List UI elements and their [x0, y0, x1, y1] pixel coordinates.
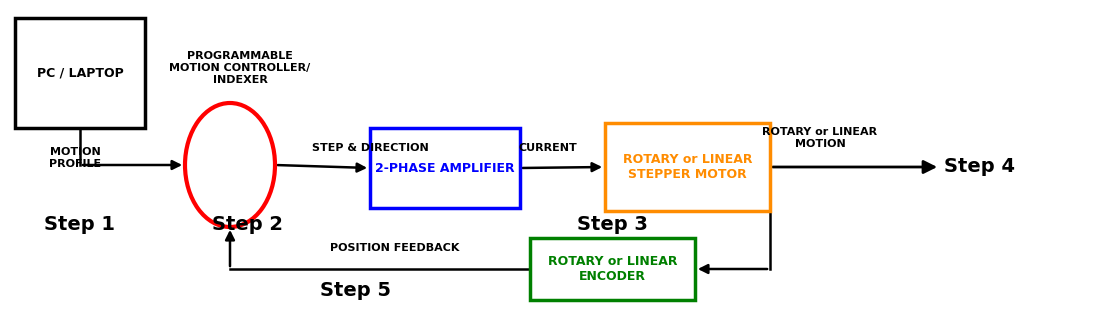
Text: POSITION FEEDBACK: POSITION FEEDBACK: [330, 243, 460, 253]
Text: Step 1: Step 1: [45, 216, 115, 234]
Ellipse shape: [184, 103, 274, 227]
FancyBboxPatch shape: [15, 18, 145, 128]
FancyBboxPatch shape: [370, 128, 520, 208]
Text: Step 4: Step 4: [944, 157, 1016, 176]
Text: ROTARY or LINEAR
STEPPER MOTOR: ROTARY or LINEAR STEPPER MOTOR: [623, 153, 752, 181]
Text: Step 3: Step 3: [576, 216, 648, 234]
Text: ROTARY or LINEAR
ENCODER: ROTARY or LINEAR ENCODER: [548, 255, 677, 283]
Text: STEP & DIRECTION: STEP & DIRECTION: [312, 143, 428, 153]
Text: PC / LAPTOP: PC / LAPTOP: [36, 66, 123, 80]
Text: MOTION
PROFILE: MOTION PROFILE: [49, 147, 101, 169]
Text: PROGRAMMABLE
MOTION CONTROLLER/
INDEXER: PROGRAMMABLE MOTION CONTROLLER/ INDEXER: [169, 52, 311, 85]
FancyBboxPatch shape: [605, 123, 770, 211]
Text: ROTARY or LINEAR
MOTION: ROTARY or LINEAR MOTION: [762, 127, 877, 149]
Text: 2-PHASE AMPLIFIER: 2-PHASE AMPLIFIER: [376, 162, 515, 175]
FancyBboxPatch shape: [530, 238, 695, 300]
Text: Step 5: Step 5: [320, 280, 391, 300]
Text: Step 2: Step 2: [213, 216, 283, 234]
Text: CURRENT: CURRENT: [518, 143, 578, 153]
